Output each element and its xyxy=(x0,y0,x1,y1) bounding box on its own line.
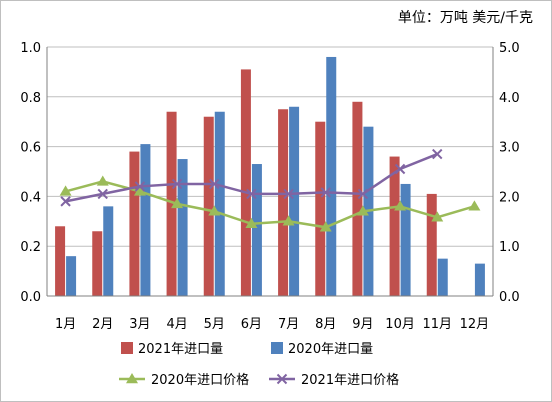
bar xyxy=(437,258,448,296)
y-right-tick-label: 5.0 xyxy=(499,41,520,56)
legend-label: 2021年进口量 xyxy=(138,342,223,357)
legend: 2021年进口量 2020年进口量 2020年进口价格 2021年进口价格 xyxy=(119,342,399,388)
series-line xyxy=(65,180,475,229)
y-right-tick-label: 3.0 xyxy=(499,141,520,156)
bar xyxy=(103,206,114,296)
bar xyxy=(66,256,77,296)
point xyxy=(97,188,108,200)
line-series xyxy=(59,148,481,232)
y-left-tick-label: 0.8 xyxy=(20,91,41,106)
point xyxy=(282,215,295,226)
bar xyxy=(203,116,214,296)
y-right-tick-label: 4.0 xyxy=(499,91,520,106)
bar xyxy=(129,151,140,296)
y-left-tick-label: 0.2 xyxy=(20,240,41,255)
bar xyxy=(400,183,411,296)
y-right-tick-label: 2.0 xyxy=(499,190,520,205)
point xyxy=(133,185,146,196)
y-right-tick-label: 0.0 xyxy=(499,290,520,305)
bar xyxy=(289,106,300,296)
bar xyxy=(240,69,251,296)
bar xyxy=(326,56,337,297)
x-tick-label: 11月 xyxy=(422,317,452,332)
y-left-tick-label: 1.0 xyxy=(20,41,41,56)
bar xyxy=(251,164,262,296)
bar xyxy=(278,109,289,296)
x-tick-label: 12月 xyxy=(460,317,490,332)
bar xyxy=(177,159,188,296)
bar xyxy=(389,156,400,296)
bar xyxy=(55,226,66,296)
bar xyxy=(426,193,437,296)
legend-swatch xyxy=(271,342,283,354)
bar xyxy=(352,101,363,296)
x-tick-label: 9月 xyxy=(352,317,373,332)
legend-label: 2020年进口量 xyxy=(288,342,373,357)
point xyxy=(171,197,184,209)
point xyxy=(431,211,444,222)
x-tick-label: 6月 xyxy=(241,317,262,332)
point xyxy=(60,196,71,207)
point xyxy=(171,178,183,190)
point xyxy=(432,148,443,160)
point xyxy=(96,175,109,186)
bar xyxy=(140,144,151,296)
bar xyxy=(214,111,225,297)
x-tick-label: 2月 xyxy=(92,317,113,332)
y-right-tick-label: 1.0 xyxy=(499,240,520,255)
x-tick-label: 5月 xyxy=(204,317,225,332)
point xyxy=(245,217,258,228)
x-tick-label: 8月 xyxy=(315,317,336,332)
legend-swatch xyxy=(121,342,133,354)
x-tick-label: 4月 xyxy=(166,317,187,332)
point xyxy=(59,185,72,196)
point xyxy=(394,163,406,175)
y-left-tick-label: 0.6 xyxy=(20,141,41,156)
point xyxy=(468,200,481,211)
bar-series xyxy=(55,56,485,297)
legend-label: 2021年进口价格 xyxy=(301,372,399,388)
point xyxy=(320,187,331,198)
bar xyxy=(474,263,485,296)
x-tick-label: 1月 xyxy=(55,317,76,332)
point xyxy=(209,178,220,190)
bar xyxy=(315,121,326,296)
y-left-tick-label: 0.0 xyxy=(20,290,41,305)
y-left-tick-label: 0.4 xyxy=(20,190,41,205)
point xyxy=(319,221,332,232)
point xyxy=(208,205,221,216)
legend-marker xyxy=(276,373,288,385)
legend-label: 2020年进口价格 xyxy=(151,372,249,388)
point xyxy=(356,205,369,216)
point xyxy=(394,200,407,211)
unit-label: 单位：万吨 美元/千克 xyxy=(398,10,533,26)
legend-marker xyxy=(126,373,138,384)
point xyxy=(357,188,369,200)
point xyxy=(283,188,294,200)
gridlines xyxy=(47,46,493,247)
x-tick-label: 3月 xyxy=(129,317,150,332)
axes: 0.0 0.2 0.4 0.6 0.8 1.0 0.0 1.0 2.0 3.0 4.0 5.0 1月 2月… xyxy=(20,41,519,332)
bar xyxy=(92,231,103,296)
point xyxy=(134,181,146,192)
x-tick-label: 7月 xyxy=(278,317,299,332)
bar xyxy=(166,111,177,297)
point xyxy=(246,188,257,200)
x-tick-label: 10月 xyxy=(385,317,415,332)
